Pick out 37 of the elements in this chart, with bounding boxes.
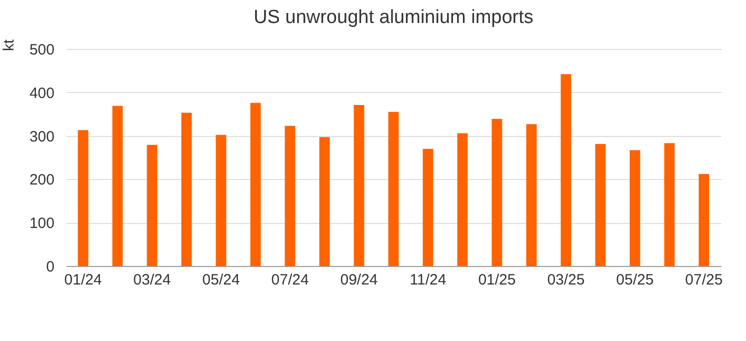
bar <box>319 137 330 266</box>
x-tick-label: 01/24 <box>64 272 102 288</box>
x-tick-label: 07/24 <box>271 272 309 288</box>
bar <box>595 144 606 266</box>
bar <box>698 174 710 266</box>
bar <box>181 112 192 266</box>
bar <box>422 148 434 266</box>
x-tick-label: 01/25 <box>478 272 516 288</box>
bar <box>78 130 88 266</box>
bar <box>388 112 399 266</box>
bar <box>630 150 640 266</box>
x-tick-label: 07/25 <box>685 272 723 288</box>
y-tick-label: 400 <box>29 84 54 102</box>
y-tick-label: 200 <box>29 172 54 189</box>
x-tick-label: 03/24 <box>133 272 171 288</box>
x-tick-label: 05/25 <box>616 272 654 288</box>
chart-title: US unwrought aluminium imports <box>254 7 534 28</box>
bar <box>146 144 158 266</box>
bar <box>112 106 123 266</box>
bar <box>216 134 226 266</box>
y-tick-label: 500 <box>29 42 54 58</box>
bar <box>250 102 261 266</box>
y-tick-label: 0 <box>46 258 54 276</box>
bar <box>526 124 537 266</box>
bar <box>284 126 296 266</box>
bar <box>354 104 364 266</box>
y-axis-title: kt <box>0 38 18 52</box>
x-tick-label: 11/24 <box>410 272 446 288</box>
y-tick-label: 300 <box>29 128 54 146</box>
x-tick-label: 03/25 <box>547 272 585 288</box>
x-tick-label: 09/24 <box>340 272 378 288</box>
y-tick-label: 100 <box>29 215 54 232</box>
bar <box>560 74 572 266</box>
bar <box>457 133 468 266</box>
x-tick-label: 05/24 <box>202 272 240 288</box>
bar <box>664 143 675 266</box>
bar <box>492 118 502 266</box>
